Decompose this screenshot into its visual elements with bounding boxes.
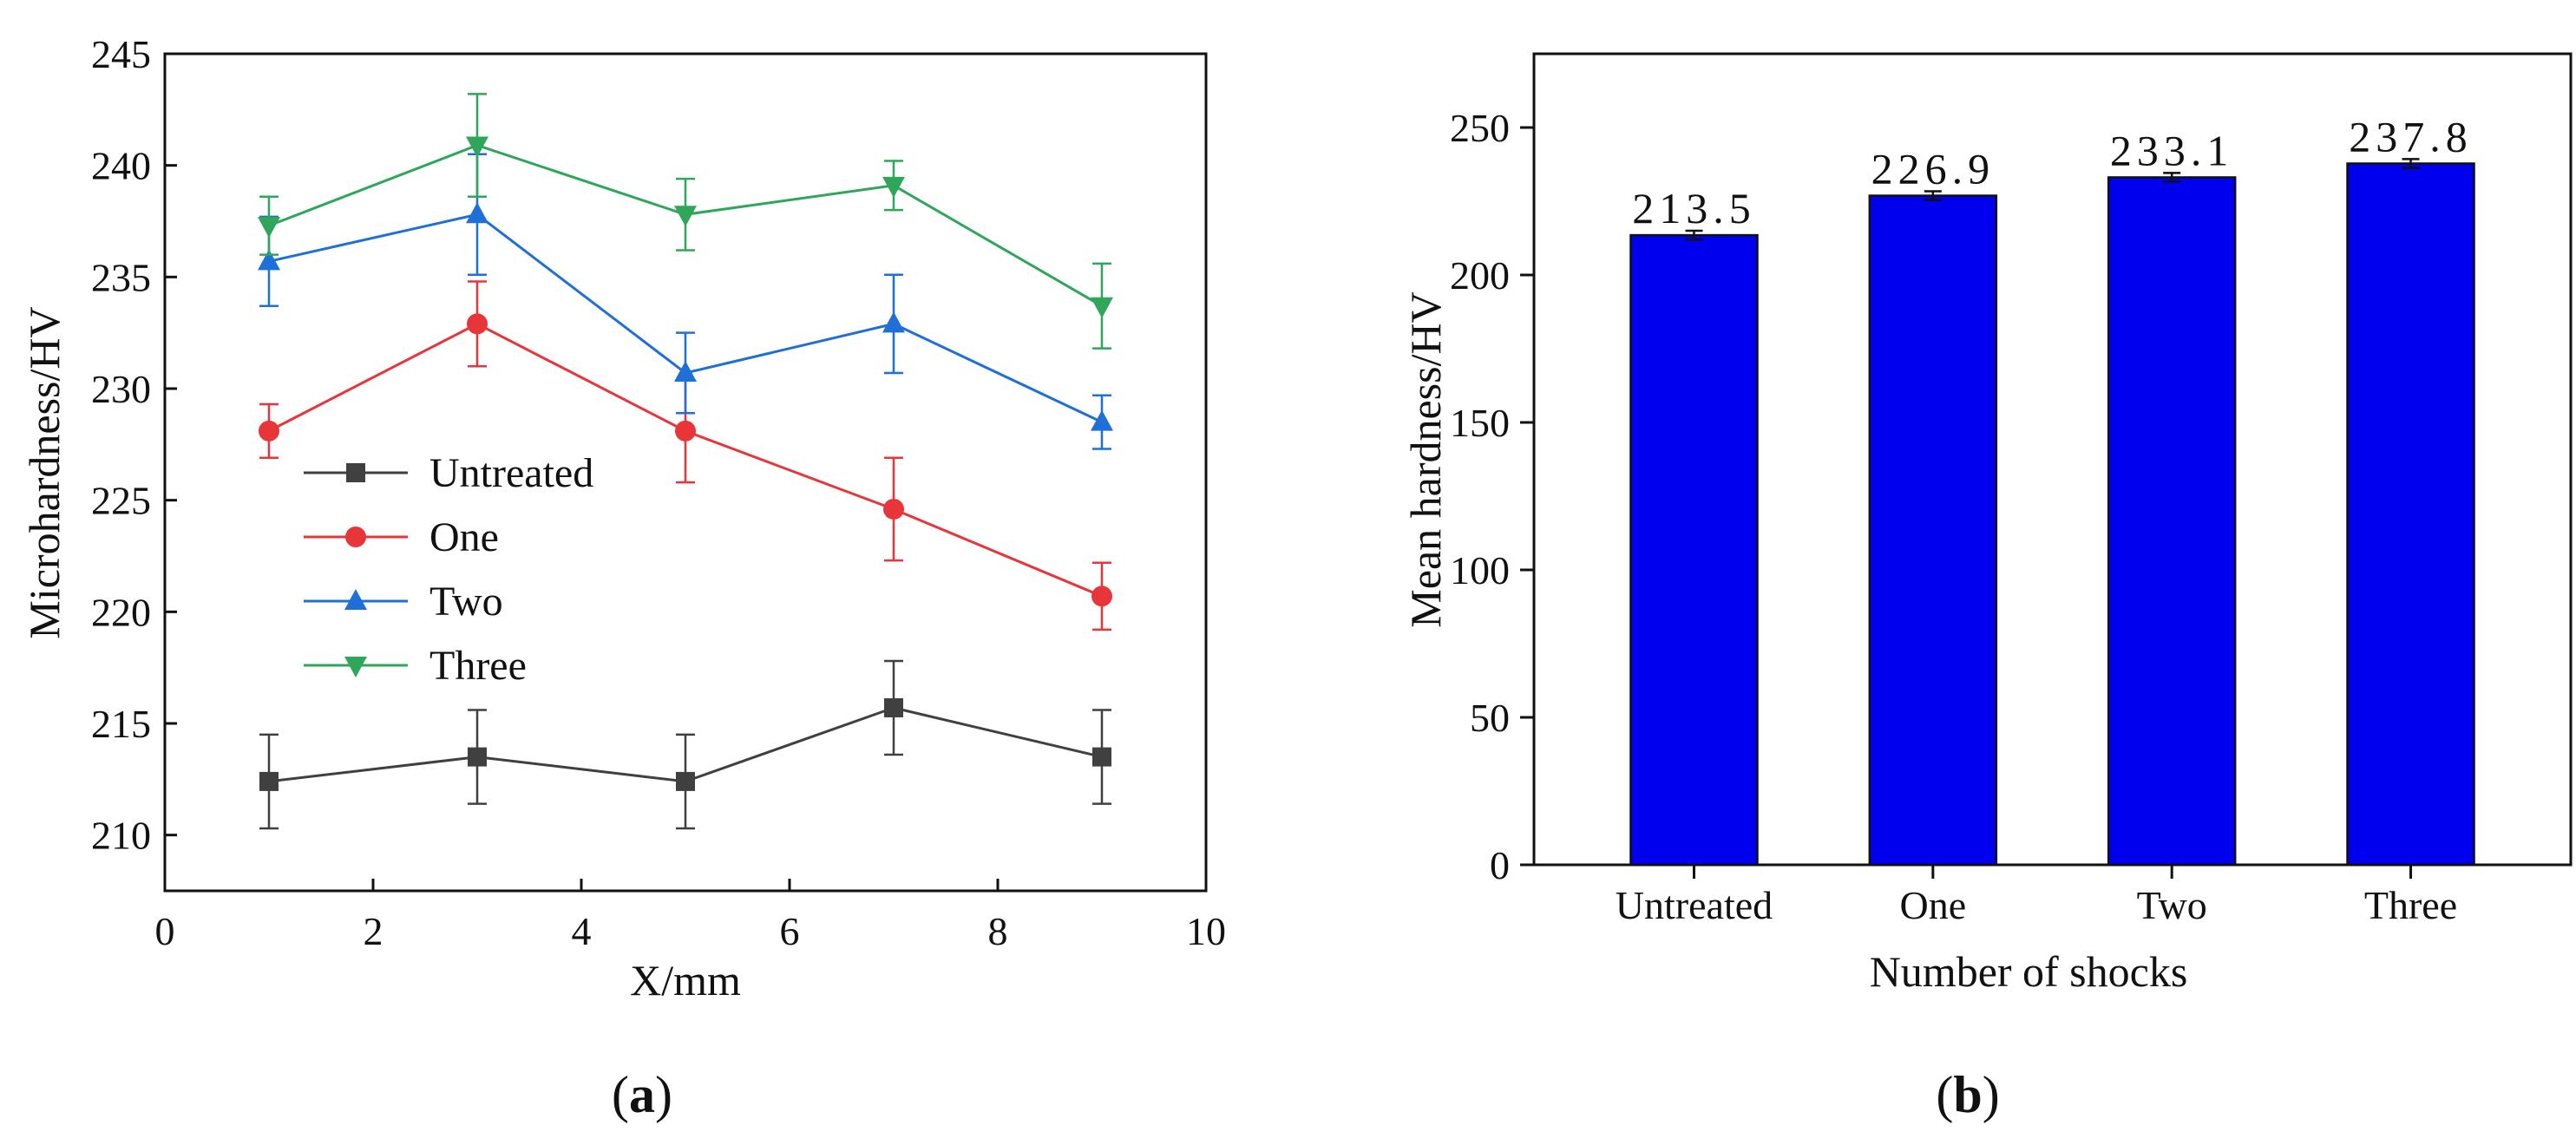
data-point-one [1091, 586, 1112, 607]
y-tick-label: 225 [91, 479, 151, 523]
x-tick-label: 4 [572, 909, 592, 953]
data-point-two [258, 249, 280, 271]
data-point-three [1091, 297, 1113, 318]
y-tick-label: 210 [91, 814, 151, 858]
data-point-three [674, 206, 697, 227]
data-point-untreated [884, 697, 903, 717]
data-point-two [466, 202, 488, 224]
ticks-a: 0 2 4 6 8 10 210 215 220 225 230 235 240 245 [91, 32, 1226, 953]
x-axis-label-b: Number of shocks [1870, 947, 2188, 996]
data-point-three [258, 217, 280, 239]
x-tick-label: 2 [364, 909, 383, 953]
legend-marker-three [344, 657, 367, 677]
data-point-untreated [676, 771, 695, 791]
plot-frame-b [1532, 52, 2573, 867]
plot-frame-a [163, 52, 1208, 893]
panel-label-a: (a) [612, 1066, 672, 1123]
series-untreated [259, 659, 1111, 830]
y-tick-label: 235 [91, 255, 151, 299]
data-point-untreated [468, 747, 487, 767]
x-tick-label: Two [2137, 883, 2207, 927]
x-tick-label: Untreated [1616, 883, 1773, 927]
data-point-two [1091, 409, 1113, 431]
y-tick-label: 250 [1450, 106, 1510, 150]
series-three [258, 93, 1113, 350]
bar-untreated [1629, 233, 1759, 867]
y-tick-label: 215 [91, 702, 151, 746]
data-point-one [883, 498, 904, 520]
x-tick-label: 6 [780, 909, 800, 953]
legend-marker-untreated [346, 463, 365, 482]
panel-a-line-chart: 0 2 4 6 8 10 210 215 220 225 230 235 240 245 Untreate… [20, 32, 1226, 1123]
y-axis-label-a: Microhardness/HV [20, 306, 69, 638]
panel-b-bar-chart: 0 50 100 150 200 250 Untreated One Two Three 213.… [1401, 52, 2573, 1123]
y-tick-label: 0 [1490, 843, 1510, 887]
legend-label-two: Two [429, 579, 503, 625]
x-tick-label: Three [2364, 883, 2457, 927]
y-tick-label: 200 [1450, 253, 1510, 298]
y-tick-label: 240 [91, 144, 151, 188]
data-point-one [467, 313, 488, 335]
x-tick-label: 8 [988, 909, 1008, 953]
legend-label-one: One [429, 514, 499, 560]
legend-marker-two [344, 589, 367, 610]
y-tick-label: 100 [1450, 548, 1510, 592]
series-a [258, 93, 1113, 830]
series-two [258, 153, 1113, 450]
y-tick-label: 150 [1450, 401, 1510, 445]
ticks-b: 0 50 100 150 200 250 Untreated One Two Three [1450, 106, 2457, 927]
x-tick-label: One [1900, 883, 1967, 927]
bars-b: 213.5 226.9 233.1 237.8 [1629, 112, 2475, 867]
data-point-two [674, 360, 697, 382]
data-point-one [675, 420, 696, 442]
y-tick-label: 230 [91, 367, 151, 411]
data-point-three [882, 176, 905, 198]
y-tick-label: 50 [1470, 696, 1510, 740]
data-point-three [466, 136, 488, 158]
data-point-one [259, 420, 279, 442]
series-one [259, 280, 1112, 631]
x-tick-label: 10 [1186, 909, 1226, 953]
data-point-two [882, 311, 905, 333]
data-point-untreated [259, 771, 279, 791]
bar-one [1868, 194, 1998, 867]
bar-two [2107, 176, 2237, 867]
y-tick-label: 245 [91, 32, 151, 76]
y-axis-label-b: Mean hardness/HV [1401, 291, 1450, 627]
y-tick-label: 220 [91, 590, 151, 634]
panel-label-b: (b) [1936, 1066, 1999, 1123]
bar-value-label: 233.1 [2110, 126, 2234, 174]
x-axis-label-a: X/mm [630, 956, 741, 1004]
data-point-untreated [1092, 747, 1111, 767]
bar-value-label: 213.5 [1632, 184, 1756, 232]
bar-three [2346, 162, 2475, 867]
legend-label-three: Three [429, 643, 527, 689]
legend-a: Untreated One Two Three [304, 450, 593, 689]
x-tick-label: 0 [155, 909, 175, 953]
bar-value-label: 237.8 [2349, 112, 2473, 160]
legend-marker-one [345, 527, 366, 547]
bar-value-label: 226.9 [1871, 145, 1996, 193]
legend-label-untreated: Untreated [429, 450, 593, 496]
